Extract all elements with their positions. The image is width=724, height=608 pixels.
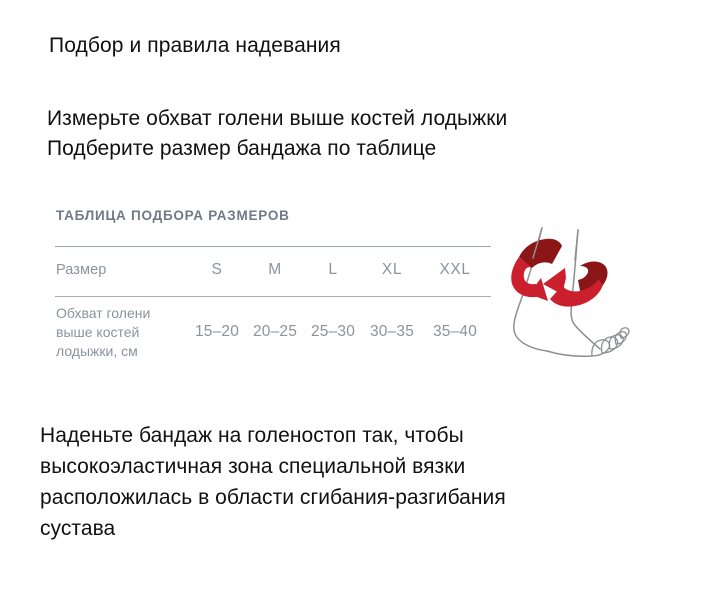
table-rule-top: [55, 246, 491, 247]
measurement-cell-m: 20–25: [252, 323, 298, 340]
ankle-rotation-illustration: [502, 222, 630, 382]
intro-line-2: Подберите размер бандажа по таблице: [47, 137, 437, 160]
table-header-size-label: Размер: [56, 262, 107, 278]
size-cell-xl: XL: [381, 261, 403, 278]
measurement-cell-xxl: 35–40: [432, 323, 478, 340]
page-title: Подбор и правила надевания: [49, 34, 341, 57]
table-rule-middle: [55, 296, 491, 297]
size-cell-l: L: [328, 261, 338, 278]
table-data-row: Обхват голени выше костей лодыжки, см 15…: [55, 297, 491, 371]
table-header-cells: S M L XL XXL: [55, 247, 491, 296]
measurement-label-line-1: Обхват голени: [56, 305, 151, 321]
measurement-row-label: Обхват голени выше костей лодыжки, см: [56, 304, 186, 361]
measurement-cell-s: 15–20: [194, 323, 240, 340]
band-front-segments: [511, 257, 603, 307]
size-table-title: ТАБЛИЦА ПОДБОРА РАЗМЕРОВ: [56, 208, 290, 223]
outro-line-4: сустава: [40, 517, 116, 540]
table-header-row: Размер S M L XL XXL: [55, 247, 491, 296]
size-cell-m: M: [268, 261, 282, 278]
outro-line-2: высокоэластичная зона специальной вязки: [40, 455, 466, 478]
intro-instructions: Измерьте обхват голени выше костей лодыж…: [47, 104, 507, 164]
outro-line-1: Наденьте бандаж на голеностоп так, чтобы: [40, 424, 464, 447]
size-selection-table: ТАБЛИЦА ПОДБОРА РАЗМЕРОВ Размер S M L XL…: [55, 208, 491, 371]
size-cell-xxl: XXL: [439, 261, 471, 278]
measurement-cell-xl: 30–35: [369, 323, 415, 340]
size-cell-s: S: [211, 261, 223, 278]
outro-line-3: расположилась в области сгибания-разгиба…: [40, 486, 506, 509]
measurement-cell-l: 25–30: [310, 323, 356, 340]
intro-line-1: Измерьте обхват голени выше костей лодыж…: [47, 107, 508, 130]
outro-instructions: Наденьте бандаж на голеностоп так, чтобы…: [40, 420, 680, 544]
table-data-cells: 15–20 20–25 25–30 30–35 35–40: [55, 297, 491, 371]
measurement-label-line-2: выше костей: [56, 324, 140, 340]
measurement-label-line-3: лодыжки, см: [56, 343, 138, 359]
ankle-rotation-icon: [511, 227, 630, 357]
